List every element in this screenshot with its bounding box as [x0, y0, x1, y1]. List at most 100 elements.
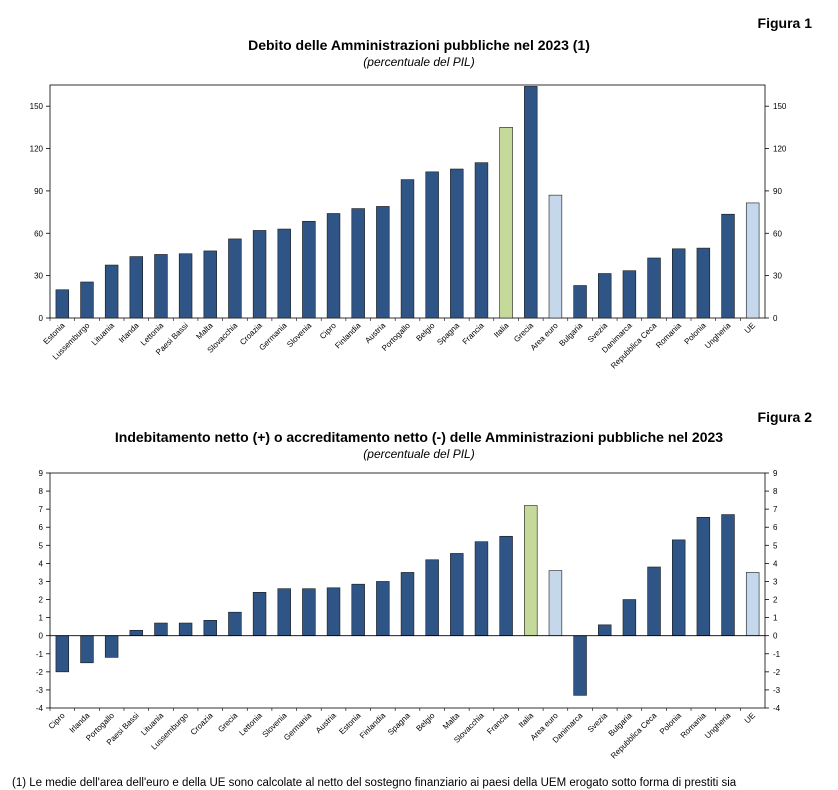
x-tick-label: UE [743, 711, 757, 725]
y-tick-label-left: 3 [39, 577, 44, 586]
x-tick-label: Grecia [216, 711, 239, 734]
x-tick-label: Repubblica Ceca [609, 711, 659, 761]
bar-grecia [524, 86, 538, 319]
bar-lussemburgo [80, 281, 94, 319]
bar-repubblica-ceca [647, 566, 661, 636]
y-tick-label-right: 150 [773, 102, 787, 111]
bar-malta [203, 250, 217, 319]
x-tick-label: Austria [314, 711, 338, 735]
x-tick-label: Repubblica Ceca [609, 321, 659, 371]
bar-lituania [104, 264, 119, 319]
y-tick-label-right: 8 [773, 487, 778, 496]
x-tick-label: Germania [257, 321, 289, 353]
y-tick-label-left: 7 [39, 505, 44, 514]
net-borrowing-chart: -4 -4 -3 -3 -2 -2 -1 -1 0 0 1 1 2 2 3 3 4 4 5 5 6 6 7 7 8 8 9 9 Cipr… [36, 469, 781, 761]
x-tick-label: Spagna [435, 321, 461, 347]
bar-lituania [154, 622, 168, 636]
y-tick-label-left: 1 [39, 614, 44, 623]
footnote: (1) Le medie dell'area dell'euro e della… [12, 777, 737, 789]
x-tick-label: Irlanda [117, 321, 141, 345]
figure-2-subtitle: (percentuale del PIL) [363, 447, 475, 461]
y-tick-label-right: 120 [773, 145, 787, 154]
y-tick-label-left: -2 [36, 668, 44, 677]
y-tick-label-right: 30 [773, 272, 782, 281]
bar-cipro [326, 213, 341, 319]
y-tick-label-left: 4 [39, 559, 44, 568]
y-tick-label-left: 2 [39, 596, 44, 605]
x-tick-label: Croazia [189, 711, 215, 737]
y-tick-label-left: 120 [30, 145, 44, 154]
bar-germania [302, 588, 316, 636]
y-tick-label-right: 7 [773, 505, 778, 514]
x-tick-label: Svezia [586, 321, 610, 345]
bar-croazia [252, 230, 267, 319]
bar-lettonia [154, 254, 168, 319]
y-tick-label-right: 6 [773, 523, 778, 532]
x-tick-label: Irlanda [68, 711, 92, 735]
figure-2-label: Figura 2 [757, 409, 812, 425]
bar-ungheria [721, 213, 735, 319]
x-tick-label: Ungheria [703, 711, 733, 741]
y-tick-label-right: 9 [773, 469, 778, 478]
y-tick-label-left: 90 [34, 187, 43, 196]
figure-2-title: Indebitamento netto (+) o accreditamento… [114, 429, 724, 445]
x-tick-label: Francia [461, 321, 487, 347]
x-tick-label: Lituania [90, 321, 117, 348]
bar-slovenia [277, 588, 291, 636]
plot-frame [49, 472, 766, 709]
x-tick-label: Cipro [47, 711, 67, 731]
y-tick-label-right: -2 [773, 668, 781, 677]
bar-portogallo [104, 635, 119, 658]
bar-polonia [671, 539, 686, 636]
x-tick-label: Svezia [586, 711, 610, 735]
bar-slovacchia [474, 541, 489, 636]
bar-ungheria [721, 514, 735, 636]
bar-italia [499, 127, 513, 319]
x-tick-label: Bulgaria [557, 321, 585, 349]
bar-svezia [598, 273, 612, 319]
bar-germania [277, 228, 291, 319]
y-tick-label-right: 2 [773, 596, 778, 605]
y-tick-label-left: 9 [39, 469, 44, 478]
y-tick-label-right: 5 [773, 541, 778, 550]
bar-bulgaria [573, 285, 587, 319]
y-tick-label-right: 0 [773, 314, 778, 323]
bar-estonia [55, 289, 70, 319]
x-tick-label: Spagna [386, 711, 412, 737]
y-tick-label-right: 0 [773, 632, 778, 641]
y-tick-label-right: 4 [773, 559, 778, 568]
bar-romania [696, 516, 711, 636]
bar-danimarca [622, 270, 637, 319]
bar-romania [671, 248, 686, 319]
x-tick-label: Francia [485, 711, 511, 737]
y-tick-label-right: -4 [773, 704, 781, 713]
x-tick-label: Area euro [529, 321, 561, 353]
x-tick-label: Belgio [414, 321, 436, 343]
bar-cipro [55, 635, 70, 673]
bar-portogallo [400, 179, 415, 319]
y-tick-label-left: 30 [34, 272, 43, 281]
x-tick-label: Italia [492, 321, 511, 340]
x-tick-label: Belgio [414, 711, 436, 733]
bar-finlandia [351, 208, 365, 319]
y-tick-label-right: 1 [773, 614, 778, 623]
bar-estonia [351, 583, 365, 636]
y-tick-label-right: 90 [773, 187, 782, 196]
bar-ue [745, 202, 760, 319]
x-tick-label: Malta [194, 321, 215, 342]
y-tick-label-left: -3 [36, 686, 44, 695]
bar-irlanda [80, 635, 94, 664]
bar-slovenia [302, 220, 316, 319]
bar-paesi-bassi [129, 629, 144, 636]
bar-lettonia [252, 592, 267, 636]
x-tick-label: Malta [441, 711, 462, 732]
bar-grecia [228, 611, 242, 636]
y-tick-label-right: 60 [773, 229, 782, 238]
bar-area-euro [548, 570, 563, 636]
x-tick-label: Italia [517, 711, 536, 730]
bar-bulgaria [622, 599, 637, 636]
bar-francia [474, 162, 489, 319]
y-tick-label-right: 3 [773, 577, 778, 586]
x-tick-label: Grecia [512, 321, 535, 344]
